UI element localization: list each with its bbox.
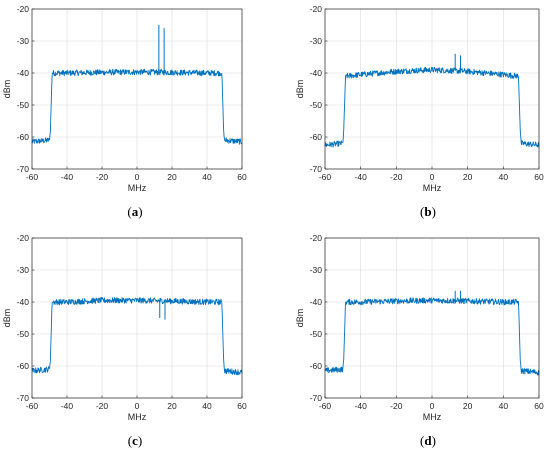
panel-c-y-tick-label: -50 bbox=[17, 329, 30, 339]
panel-a-y-tick-label: -70 bbox=[17, 164, 30, 174]
panel-d-y-tick-label: -70 bbox=[310, 393, 323, 403]
panel-d-x-tick-label: 40 bbox=[499, 401, 509, 411]
panel-b-y-tick-label: -40 bbox=[310, 68, 323, 78]
panel-a-x-tick-label: 60 bbox=[237, 172, 247, 182]
panel-b-y-tick-label: -50 bbox=[310, 100, 323, 110]
panel-c-x-tick-label: 40 bbox=[202, 401, 212, 411]
panel-a-y-tick-label: -60 bbox=[17, 132, 30, 142]
panel-b-y-tick-label: -60 bbox=[310, 132, 323, 142]
panel-a-y-tick-label: -40 bbox=[17, 68, 30, 78]
panel-c-chart: -60 -40 -20 0 20 40 60-20-30-40-50-60-70MHzdBm… bbox=[2, 233, 247, 448]
panel-b-y-tick-label: -70 bbox=[310, 164, 323, 174]
panel-b-x-tick-label: 0 bbox=[430, 172, 435, 182]
panel-a-y-tick-label: -50 bbox=[17, 100, 30, 110]
panel-a-x-tick-label: -20 bbox=[96, 172, 109, 182]
panel-c-x-axis-label: MHz bbox=[128, 412, 147, 422]
panel-c-x-tick-label: 20 bbox=[167, 401, 177, 411]
panel-c-x-tick-label: -60 bbox=[26, 401, 39, 411]
panel-d-chart: -60 -40 -20 0 20 40 60-20-30-40-50-60-70MHzdBm… bbox=[295, 233, 544, 448]
panel-b-x-tick-label: 20 bbox=[463, 172, 473, 182]
panel-a-x-tick-label: 0 bbox=[135, 172, 140, 182]
panel-d-x-tick-label: -40 bbox=[355, 401, 368, 411]
panel-b-series-line bbox=[324, 66, 540, 148]
panel-a-chart: -60 -40 -20 0 20 40 60-20-30-40-50-60-70MHzdBm… bbox=[2, 4, 247, 219]
panel-c-x-tick-label: 0 bbox=[135, 401, 140, 411]
panel-b-x-tick-label: 40 bbox=[499, 172, 509, 182]
panel-d-y-axis-label: dBm bbox=[295, 309, 305, 328]
panel-c-x-tick-label: -20 bbox=[96, 401, 109, 411]
panel-d-x-tick-label: 20 bbox=[463, 401, 473, 411]
panel-d-caption: (d) bbox=[420, 433, 436, 448]
panel-a-x-tick-label: 20 bbox=[167, 172, 177, 182]
panel-a-y-axis-label: dBm bbox=[2, 80, 12, 99]
panel-d-x-axis-label: MHz bbox=[423, 412, 442, 422]
panel-b-x-tick-label: -20 bbox=[390, 172, 403, 182]
panel-d-y-tick-label: -60 bbox=[310, 361, 323, 371]
panel-c-caption: (c) bbox=[128, 433, 142, 448]
panel-b-x-axis-label: MHz bbox=[423, 183, 442, 193]
panel-b-y-tick-label: -30 bbox=[310, 36, 323, 46]
panel-b-x-tick-label: -60 bbox=[319, 172, 332, 182]
panel-a-caption: (a) bbox=[127, 204, 142, 219]
panel-d-y-tick-label: -20 bbox=[310, 233, 323, 243]
panel-c-y-tick-label: -60 bbox=[17, 361, 30, 371]
panel-c-x-tick-label: -40 bbox=[61, 401, 74, 411]
panel-a-x-tick-label: 40 bbox=[202, 172, 212, 182]
panel-a-y-tick-label: -30 bbox=[17, 36, 30, 46]
panel-c-y-axis-label: dBm bbox=[2, 309, 12, 328]
panel-d-x-tick-label: 60 bbox=[534, 401, 544, 411]
panel-a-x-tick-label: -40 bbox=[61, 172, 74, 182]
panel-c-y-tick-label: -20 bbox=[17, 233, 30, 243]
panel-d-y-tick-label: -30 bbox=[310, 265, 323, 275]
panel-c-y-tick-label: -70 bbox=[17, 393, 30, 403]
panel-b-y-tick-label: -20 bbox=[310, 4, 323, 14]
panel-b-x-tick-label: -40 bbox=[355, 172, 368, 182]
panel-c-y-tick-label: -40 bbox=[17, 297, 30, 307]
panel-d-y-tick-label: -40 bbox=[310, 297, 323, 307]
panel-b-y-axis-label: dBm bbox=[295, 80, 305, 99]
panel-a-x-tick-label: -60 bbox=[26, 172, 39, 182]
panel-c-series-line bbox=[31, 297, 243, 376]
panel-c-x-tick-label: 60 bbox=[237, 401, 247, 411]
panel-c-y-tick-label: -30 bbox=[17, 265, 30, 275]
panel-d-y-tick-label: -50 bbox=[310, 329, 323, 339]
panel-d-x-tick-label: -60 bbox=[319, 401, 332, 411]
panel-b-caption: (b) bbox=[420, 204, 436, 219]
panel-d-x-tick-label: 0 bbox=[430, 401, 435, 411]
panel-a-x-axis-label: MHz bbox=[128, 183, 147, 193]
panel-d-x-tick-label: -20 bbox=[390, 401, 403, 411]
panel-b-chart: -60 -40 -20 0 20 40 60-20-30-40-50-60-70MHzdBm… bbox=[295, 4, 544, 219]
panel-a-y-tick-label: -20 bbox=[17, 4, 30, 14]
panel-a-series-line bbox=[31, 68, 243, 145]
panel-b-x-tick-label: 60 bbox=[534, 172, 544, 182]
panel-d-series-line bbox=[324, 297, 540, 376]
